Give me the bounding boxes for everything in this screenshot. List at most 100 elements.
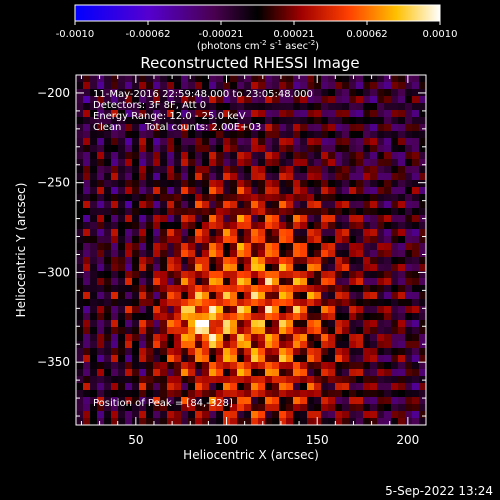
- heatmap-cell: [265, 187, 273, 195]
- heatmap-cell: [279, 96, 287, 104]
- heatmap-cell: [258, 411, 266, 419]
- heatmap-cell: [97, 236, 105, 244]
- heatmap-cell: [419, 145, 427, 153]
- heatmap-cell: [307, 341, 315, 349]
- heatmap-cell: [104, 89, 112, 97]
- heatmap-cell: [293, 215, 301, 223]
- heatmap-cell: [132, 355, 140, 363]
- heatmap-cell: [153, 215, 161, 223]
- heatmap-cell: [328, 271, 336, 279]
- heatmap-cell: [132, 201, 140, 209]
- heatmap-cell: [167, 299, 175, 307]
- heatmap-cell: [83, 75, 91, 83]
- heatmap-cell: [286, 194, 294, 202]
- heatmap-cell: [377, 376, 385, 384]
- heatmap-cell: [356, 243, 364, 251]
- heatmap-cell: [216, 313, 224, 321]
- heatmap-cell: [209, 131, 217, 139]
- heatmap-cell: [370, 180, 378, 188]
- heatmap-cell: [412, 222, 420, 230]
- heatmap-cell: [307, 110, 315, 118]
- heatmap-cell: [202, 222, 210, 230]
- heatmap-cell: [111, 103, 119, 111]
- heatmap-cell: [76, 285, 84, 293]
- heatmap-cell: [132, 334, 140, 342]
- heatmap-cell: [293, 208, 301, 216]
- heatmap-cell: [377, 355, 385, 363]
- heatmap-cell: [202, 145, 210, 153]
- heatmap-cell: [160, 418, 168, 426]
- heatmap-cell: [370, 145, 378, 153]
- heatmap-cell: [272, 117, 280, 125]
- heatmap-cell: [244, 96, 252, 104]
- heatmap-cell: [349, 362, 357, 370]
- heatmap-cell: [76, 404, 84, 412]
- heatmap-cell: [237, 411, 245, 419]
- heatmap-cell: [384, 271, 392, 279]
- heatmap-cell: [174, 229, 182, 237]
- heatmap-cell: [146, 327, 154, 335]
- heatmap-cell: [160, 131, 168, 139]
- heatmap-cell: [223, 334, 231, 342]
- heatmap-cell: [139, 383, 147, 391]
- heatmap-cell: [300, 418, 308, 426]
- heatmap-cell: [349, 110, 357, 118]
- heatmap-cell: [202, 124, 210, 132]
- heatmap-cell: [167, 124, 175, 132]
- heatmap-cell: [195, 313, 203, 321]
- heatmap-cell: [377, 299, 385, 307]
- heatmap-cell: [104, 341, 112, 349]
- heatmap-cell: [279, 327, 287, 335]
- heatmap-cell: [412, 159, 420, 167]
- heatmap-cell: [174, 376, 182, 384]
- heatmap-cell: [90, 355, 98, 363]
- heatmap-cell: [223, 355, 231, 363]
- heatmap-cell: [321, 292, 329, 300]
- heatmap-cell: [286, 376, 294, 384]
- heatmap-cell: [237, 271, 245, 279]
- heatmap-cell: [90, 404, 98, 412]
- heatmap-cell: [419, 390, 427, 398]
- heatmap-cell: [258, 103, 266, 111]
- heatmap-cell: [265, 299, 273, 307]
- heatmap-cell: [251, 383, 259, 391]
- heatmap-cell: [244, 362, 252, 370]
- heatmap-cell: [202, 376, 210, 384]
- heatmap-cell: [279, 278, 287, 286]
- heatmap-cell: [398, 215, 406, 223]
- heatmap-cell: [146, 376, 154, 384]
- heatmap-cell: [412, 320, 420, 328]
- heatmap-cell: [195, 96, 203, 104]
- heatmap-cell: [111, 159, 119, 167]
- heatmap-cell: [321, 306, 329, 314]
- heatmap-cell: [293, 166, 301, 174]
- heatmap-cell: [153, 327, 161, 335]
- heatmap-cell: [90, 257, 98, 265]
- heatmap-cell: [328, 306, 336, 314]
- heatmap-cell: [146, 180, 154, 188]
- heatmap-cell: [307, 131, 315, 139]
- heatmap-cell: [167, 180, 175, 188]
- heatmap-cell: [286, 159, 294, 167]
- heatmap-cell: [181, 145, 189, 153]
- heatmap-cell: [349, 222, 357, 230]
- heatmap-cell: [174, 187, 182, 195]
- heatmap-cell: [76, 397, 84, 405]
- heatmap-cell: [419, 264, 427, 272]
- heatmap-cell: [160, 320, 168, 328]
- heatmap-cell: [216, 89, 224, 97]
- heatmap-cell: [146, 187, 154, 195]
- heatmap-cell: [349, 96, 357, 104]
- heatmap-cell: [90, 194, 98, 202]
- heatmap-cell: [286, 334, 294, 342]
- heatmap-cell: [412, 411, 420, 419]
- heatmap-cell: [167, 145, 175, 153]
- heatmap-cell: [83, 201, 91, 209]
- heatmap-cell: [104, 327, 112, 335]
- heatmap-cell: [153, 341, 161, 349]
- heatmap-cell: [209, 173, 217, 181]
- heatmap-cell: [412, 131, 420, 139]
- heatmap-cell: [328, 376, 336, 384]
- heatmap-cell: [237, 243, 245, 251]
- heatmap-cell: [286, 271, 294, 279]
